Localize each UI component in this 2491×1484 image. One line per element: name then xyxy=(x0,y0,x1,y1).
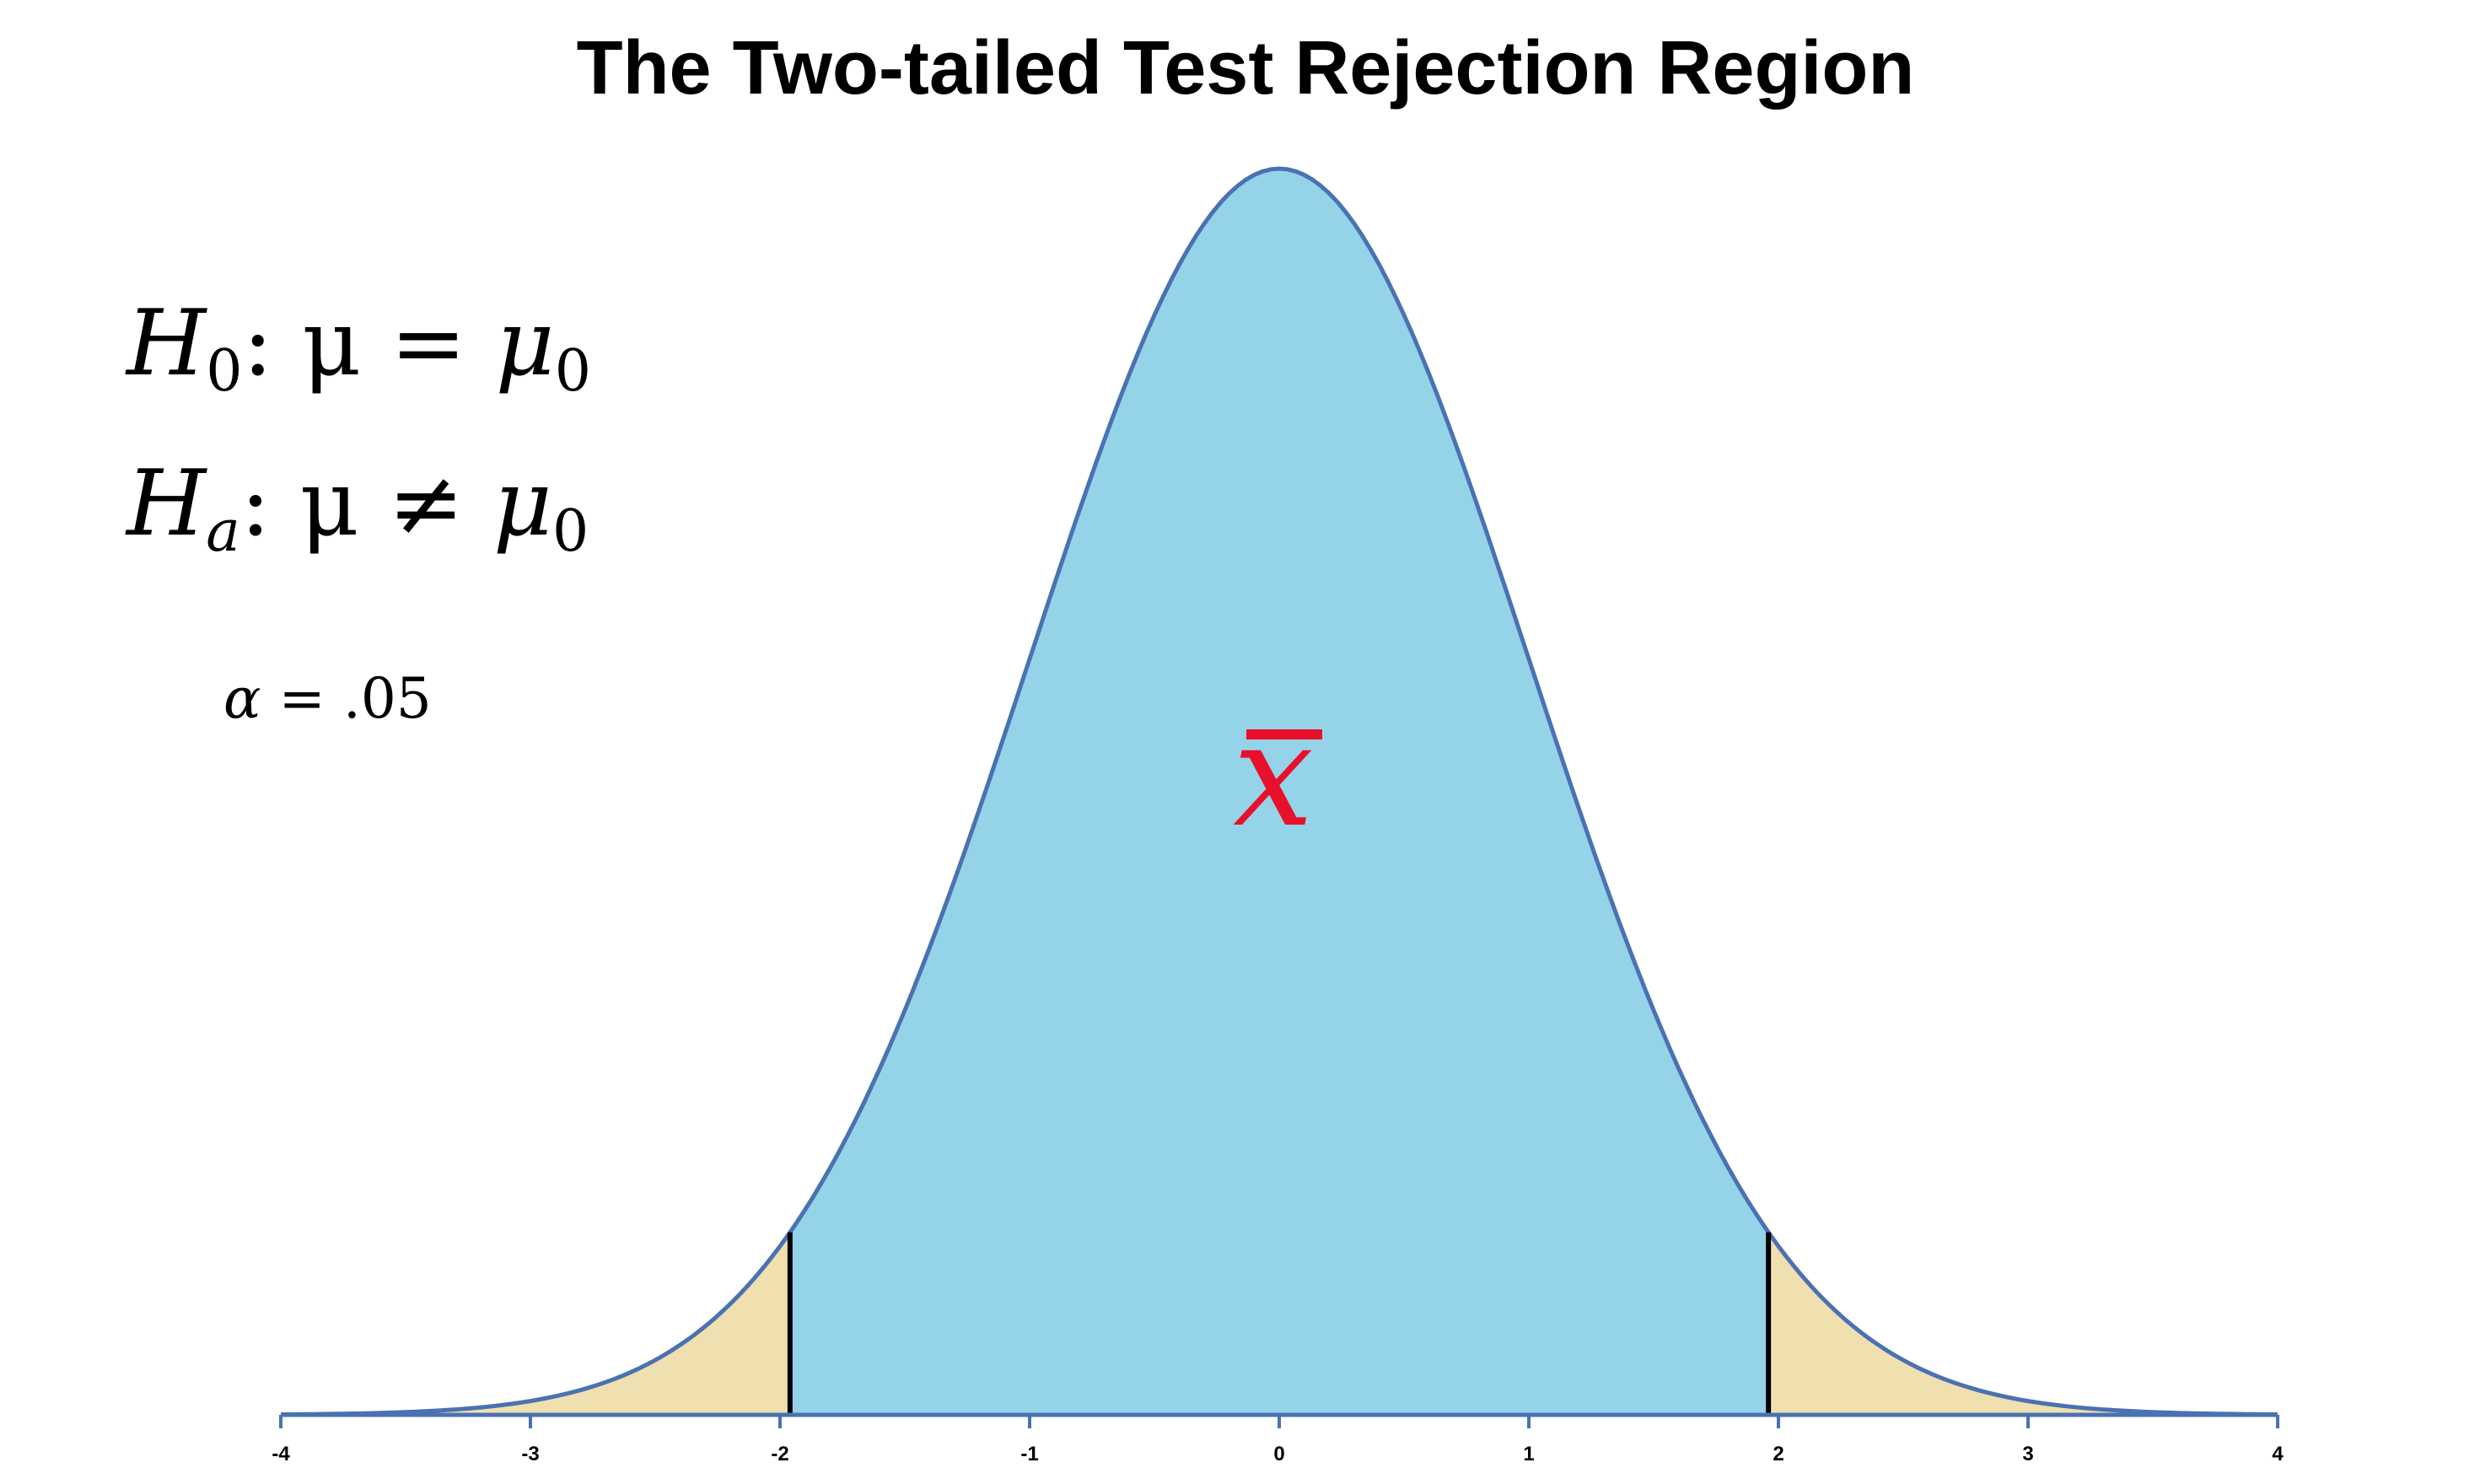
x-tick-label-6: 2 xyxy=(1773,1443,1784,1465)
x-tick-label-1: -3 xyxy=(521,1443,539,1465)
ha-param: μ xyxy=(492,451,552,556)
region-0 xyxy=(281,1232,790,1415)
x-ticks-layer: -4 -3 -2 -1 0 1 2 3 4 xyxy=(272,1415,2284,1465)
h0-symbol: H xyxy=(126,291,207,396)
alpha-value: = .05 xyxy=(261,666,432,731)
alternative-hypothesis: Ha: μ ≠ μ0 xyxy=(126,451,589,565)
x-tick-label-0: -4 xyxy=(272,1443,290,1465)
x-tick-label-8: 4 xyxy=(2272,1443,2284,1465)
h0-param: μ xyxy=(495,291,555,396)
alpha-symbol: α xyxy=(223,666,261,731)
normal-curve xyxy=(280,166,2278,1417)
ha-param-subscript: 0 xyxy=(552,498,589,566)
h0-subscript: 0 xyxy=(206,338,243,406)
x-tick-label-2: -2 xyxy=(771,1443,788,1465)
ha-subscript: a xyxy=(206,498,240,566)
h0-param-subscript: 0 xyxy=(554,338,591,406)
x-tick-label-3: -1 xyxy=(1020,1443,1038,1465)
statistic-bar xyxy=(1246,729,1322,739)
x-tick-label-7: 3 xyxy=(2022,1443,2033,1465)
region-2 xyxy=(1768,1232,2278,1415)
chart-title: The Two-tailed Test Rejection Region xyxy=(576,26,1915,110)
regions-layer xyxy=(281,169,2278,1415)
h0-relation: : μ = xyxy=(242,291,496,396)
ha-relation: : μ ≠ xyxy=(239,451,493,556)
x-tick-label-4: 0 xyxy=(1273,1443,1284,1465)
null-hypothesis: H0: μ = μ0 xyxy=(126,291,591,405)
region-1 xyxy=(789,169,1769,1415)
x-tick-label-5: 1 xyxy=(1523,1443,1534,1465)
alpha-label: α = .05 xyxy=(223,666,432,731)
statistic-symbol: x xyxy=(1233,692,1314,859)
critical-lines-layer xyxy=(787,1232,1772,1415)
ha-symbol: H xyxy=(126,451,207,556)
